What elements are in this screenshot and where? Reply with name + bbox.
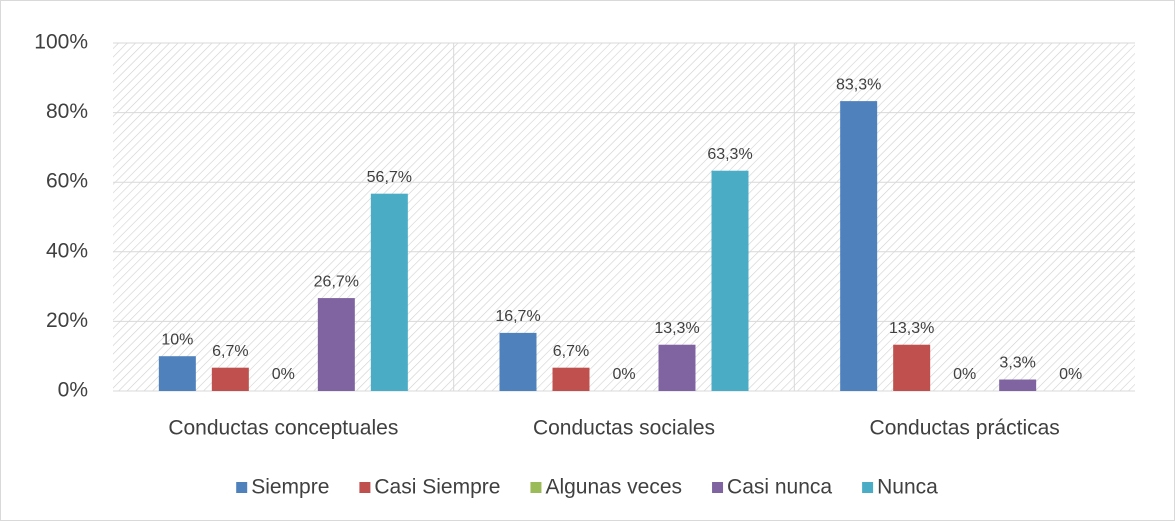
data-label: 63,3% <box>707 146 752 163</box>
plot-area <box>113 43 1135 391</box>
data-label: 0% <box>272 366 295 383</box>
data-label: 83,3% <box>836 76 881 93</box>
y-tick-label: 0% <box>58 379 88 402</box>
bar <box>999 379 1037 391</box>
data-label: 56,7% <box>367 169 412 186</box>
data-label: 10% <box>161 331 193 348</box>
y-tick-label: 60% <box>46 170 88 193</box>
bar <box>158 356 196 391</box>
y-tick-label: 80% <box>46 100 88 123</box>
legend-label: Casi nunca <box>727 476 832 499</box>
data-label: 0% <box>953 366 976 383</box>
legend-swatch <box>712 482 724 493</box>
legend-swatch <box>530 482 542 493</box>
bar <box>840 101 878 391</box>
bar <box>552 367 590 391</box>
data-label: 26,7% <box>314 273 359 290</box>
x-tick-label: Conductas sociales <box>533 417 715 440</box>
bar <box>711 170 749 391</box>
x-tick-label: Conductas prácticas <box>870 417 1060 440</box>
y-tick-label: 40% <box>46 239 88 262</box>
data-label: 6,7% <box>212 343 248 360</box>
legend-swatch <box>359 482 371 493</box>
bar <box>317 298 355 391</box>
data-label: 0% <box>612 366 635 383</box>
data-label: 13,3% <box>889 320 934 337</box>
legend-label: Siempre <box>251 476 329 499</box>
bar <box>893 344 931 391</box>
y-tick-label: 20% <box>46 309 88 332</box>
bar <box>211 367 249 391</box>
bar <box>370 193 408 391</box>
legend-label: Algunas veces <box>545 476 682 499</box>
data-label: 16,7% <box>495 308 540 325</box>
bar <box>658 344 696 391</box>
data-label: 0% <box>1059 366 1082 383</box>
legend-label: Nunca <box>877 476 938 499</box>
data-label: 6,7% <box>553 343 589 360</box>
legend-label: Casi Siempre <box>374 476 500 499</box>
data-label: 13,3% <box>654 320 699 337</box>
bar <box>499 332 537 391</box>
x-tick-label: Conductas conceptuales <box>168 417 398 440</box>
data-label: 3,3% <box>999 355 1035 372</box>
y-tick-label: 100% <box>34 31 88 54</box>
legend-swatch <box>862 482 874 493</box>
legend-swatch <box>236 482 248 493</box>
